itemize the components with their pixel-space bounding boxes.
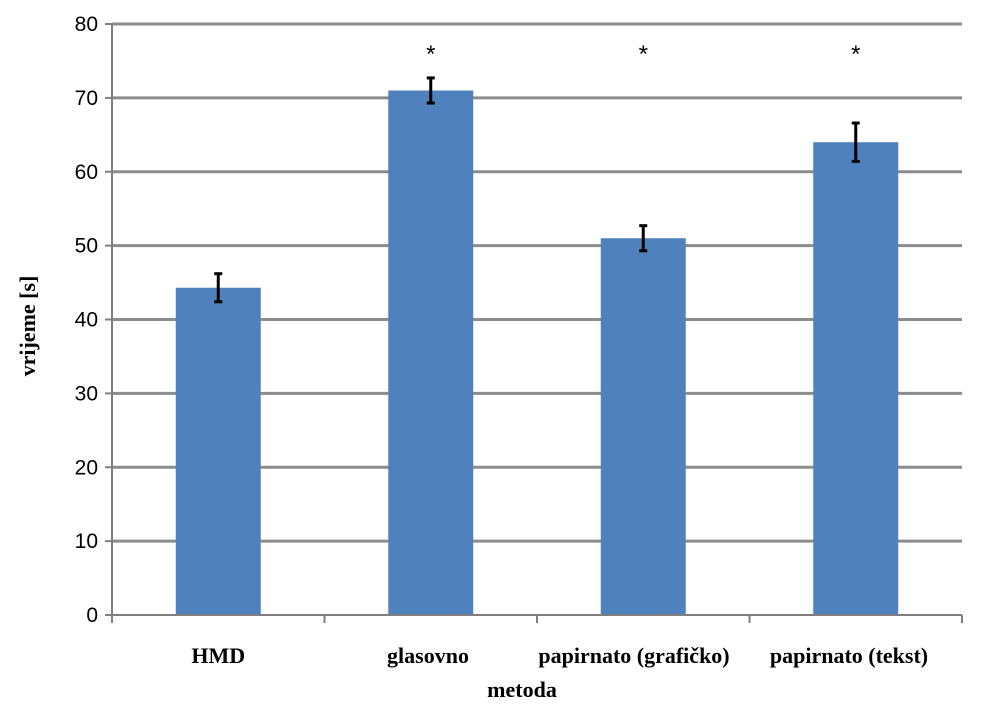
bar <box>600 238 686 616</box>
significance-star: * <box>851 41 860 68</box>
y-tick-label: 50 <box>75 235 98 258</box>
significance-markers: * * * <box>426 41 860 68</box>
y-tick-label: 80 <box>75 13 98 36</box>
y-tick-label: 40 <box>75 309 98 332</box>
significance-star: * <box>639 41 648 68</box>
y-tick-label: 30 <box>75 382 98 405</box>
significance-star: * <box>426 41 435 68</box>
x-tick-label: papirnato (tekst) <box>770 643 928 668</box>
x-tick-label: glasovno <box>387 643 469 668</box>
error-bars <box>214 76 860 304</box>
bar <box>388 90 474 616</box>
y-tick-label: 60 <box>75 161 98 184</box>
y-axis-title: vrijeme [s] <box>15 276 40 377</box>
x-tick-labels: HMD glasovno papirnato (grafičko) papirnato… <box>191 643 928 668</box>
bar <box>813 142 899 615</box>
y-tick-label: 20 <box>75 456 98 479</box>
bars <box>175 90 899 616</box>
y-tick-labels: 0 10 20 30 40 50 60 70 80 <box>75 13 98 627</box>
y-tick-label: 70 <box>75 87 98 110</box>
x-axis-title: metoda <box>487 677 557 702</box>
axes <box>105 23 963 623</box>
y-tick-label: 0 <box>86 604 98 627</box>
x-tick-label: HMD <box>191 643 245 668</box>
y-tick-label: 10 <box>75 530 98 553</box>
bar <box>175 287 261 615</box>
x-tick-label: papirnato (grafičko) <box>538 643 729 668</box>
